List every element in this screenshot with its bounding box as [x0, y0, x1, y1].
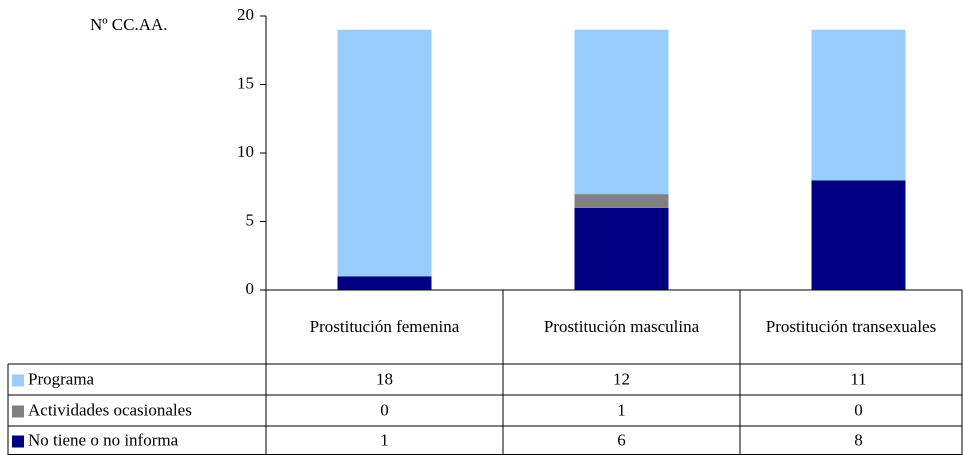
- data-label: 1: [380, 430, 389, 449]
- bar-segment: [337, 29, 432, 277]
- data-label: 0: [380, 400, 389, 419]
- x-tick-label: Prostitución masculina: [543, 317, 700, 336]
- bar-segment: [574, 29, 669, 195]
- bar-segment: [811, 29, 906, 181]
- x-tick-label: Prostitución transexuales: [765, 317, 937, 336]
- data-label: 1: [617, 400, 626, 419]
- x-tick-label: Prostitución femenina: [309, 317, 460, 336]
- bar-segment: [337, 276, 432, 290]
- category-cell: Prostitución transexuales: [765, 317, 937, 336]
- data-label: 8: [854, 430, 863, 449]
- data-label: 6: [617, 430, 626, 449]
- data-label: 18: [376, 369, 393, 388]
- legend-swatch: [12, 374, 24, 387]
- category-cell: Prostitución femenina: [309, 317, 460, 336]
- y-tick-label: 0: [246, 279, 255, 298]
- bar-segment: [574, 207, 669, 290]
- y-tick-label: 20: [237, 5, 254, 24]
- data-label: 11: [850, 369, 866, 388]
- legend-label: No tiene o no informa: [28, 430, 179, 449]
- legend-label: Actividades ocasionales: [28, 400, 192, 419]
- y-axis-label: Nº CC.AA.: [90, 15, 168, 34]
- legend-swatch: [12, 405, 24, 418]
- bar-segment: [811, 180, 906, 290]
- y-tick-label: 10: [237, 142, 254, 161]
- data-label: 12: [613, 369, 630, 388]
- legend-swatch: [12, 435, 24, 448]
- y-tick-label: 15: [237, 73, 254, 92]
- data-label: 0: [854, 400, 863, 419]
- legend-label: Programa: [28, 369, 95, 388]
- bar-segment: [574, 194, 669, 208]
- y-tick-label: 5: [246, 210, 255, 229]
- category-cell: Prostitución masculina: [543, 317, 700, 336]
